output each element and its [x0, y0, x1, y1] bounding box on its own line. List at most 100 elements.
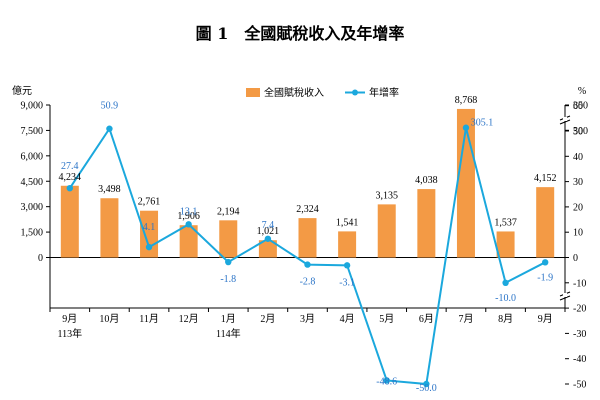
left-axis-tick-label: 9,000 — [21, 101, 44, 112]
right-axis-tick-label: 20 — [573, 202, 583, 213]
left-axis-tick-label: 1,500 — [21, 228, 44, 239]
line-value-label: -1.8 — [220, 274, 236, 285]
legend-bar-label: 全國賦稅收入 — [264, 86, 324, 99]
x-tick-label: 11月 — [139, 313, 159, 325]
bar-value-label: 8,768 — [455, 95, 478, 106]
bar-value-label: 4,152 — [534, 173, 557, 184]
growth-line — [66, 124, 549, 388]
line-point — [264, 235, 272, 242]
x-tick-label: 4月 — [340, 313, 355, 325]
bar-value-label: 4,234 — [59, 172, 82, 183]
bar-value-label: 1,537 — [494, 217, 517, 228]
line-point — [423, 380, 430, 388]
right-axis-unit: % — [578, 86, 586, 97]
x-tick-label: 8月 — [498, 313, 513, 325]
line-point — [145, 243, 153, 251]
bar-value-label: 3,498 — [98, 184, 121, 195]
bar — [179, 225, 198, 258]
bar — [60, 185, 79, 258]
line-point — [502, 279, 509, 286]
right-axis-tick-label: -10 — [573, 278, 586, 289]
line-point — [185, 221, 192, 228]
chart-title: 圖 1 全國賦稅收入及年增率 — [196, 24, 405, 43]
x-tick-sublabel: 114年 — [216, 327, 241, 340]
line-value-label: -50.0 — [416, 383, 437, 394]
bar — [338, 231, 357, 258]
right-axis-tick-label: 10 — [573, 228, 583, 239]
left-axis-tick-label: 7,500 — [21, 126, 44, 137]
right-axis-tick-label: 60 — [573, 101, 583, 112]
bar-value-label: 1,541 — [336, 217, 359, 228]
right-axis-tick-label: -50 — [573, 380, 586, 391]
legend-line-marker — [352, 89, 358, 96]
data-labels: 4,234 3,498 2,761 1,906 2,194 1,021 2,324 1,541… — [59, 95, 557, 394]
right-axis-tick-label: 0 — [573, 253, 578, 264]
legend-line-label: 年增率 — [369, 86, 399, 99]
left-axis-tick-label: 4,500 — [21, 177, 44, 188]
left-axis-tick-label: 3,000 — [21, 202, 44, 213]
bar — [258, 240, 277, 258]
bar-value-label: 4,038 — [415, 175, 438, 186]
bar-value-label: 1,021 — [257, 226, 280, 237]
line-point — [343, 262, 351, 269]
x-tick-sublabel: 113年 — [57, 327, 82, 340]
x-tick-label: 9月 — [62, 313, 77, 325]
axis-break-gap — [563, 293, 567, 297]
bar-value-label: 2,324 — [296, 204, 319, 215]
right-axis-tick-label: -30 — [573, 329, 586, 340]
line-value-label: 13.1 — [180, 206, 198, 217]
bar — [219, 220, 238, 258]
line-point — [541, 259, 549, 266]
line-value-label: -3.1 — [339, 277, 355, 288]
bar — [417, 189, 436, 258]
bar-value-label: 2,761 — [138, 197, 161, 208]
legend: 全國賦稅收入 年增率 — [246, 86, 399, 99]
right-axis-tick-label: 40 — [573, 152, 583, 163]
line-point — [304, 261, 311, 268]
line-value-label: -48.6 — [376, 376, 397, 387]
line-value-label: -1.9 — [537, 272, 553, 283]
x-tick-label: 5月 — [379, 313, 394, 325]
right-axis-tick-label: 30 — [573, 177, 583, 188]
line-value-label: -10.0 — [495, 293, 516, 304]
x-tick-label: 12月 — [179, 313, 199, 325]
x-tick-label: 1月 — [221, 313, 236, 325]
axes: 億元 0 1,500 3,000 4,500 6,000 7,500 9,000% -50 -40… — [12, 84, 588, 391]
bar — [536, 187, 555, 258]
axis-break-gap — [563, 117, 567, 121]
x-tick-label: 6月 — [419, 313, 434, 325]
bar-value-label: 1,906 — [177, 211, 200, 222]
line-point — [66, 184, 74, 192]
right-axis-tick-label: -20 — [573, 304, 586, 315]
line-value-label: 7.4 — [262, 220, 275, 231]
right-axis-tick-label: 300 — [573, 126, 588, 137]
right-axis-tick-label: -40 — [573, 354, 586, 365]
line-point — [106, 125, 113, 132]
bar-value-label: 2,194 — [217, 206, 240, 217]
left-axis-tick-label: 0 — [38, 253, 43, 264]
line-value-label: -2.8 — [300, 277, 316, 288]
x-tick-label: 7月 — [458, 313, 473, 325]
x-tick-label: 2月 — [260, 313, 275, 325]
line-point — [462, 124, 470, 131]
bar — [100, 198, 119, 258]
line-value-label: 50.9 — [101, 101, 119, 112]
bar — [298, 218, 317, 258]
legend-bar-swatch — [246, 88, 260, 97]
right-axis-tick-label: 50 — [573, 127, 583, 138]
right-axis-tick-label: 350 — [573, 101, 588, 112]
bar — [496, 231, 515, 258]
x-tick-label: 3月 — [300, 313, 315, 325]
line-value-label: 305.1 — [471, 118, 494, 129]
left-axis-unit: 億元 — [12, 84, 32, 97]
line-value-label: 4.1 — [143, 222, 156, 233]
line-point — [383, 377, 390, 384]
line-value-label: 27.4 — [61, 161, 79, 172]
bar — [140, 210, 159, 258]
x-tick-label: 10月 — [99, 313, 119, 325]
bar-value-label: 3,135 — [375, 190, 398, 201]
bar — [377, 204, 396, 258]
left-axis-tick-label: 6,000 — [21, 151, 44, 162]
x-tick-label: 9月 — [538, 313, 553, 325]
